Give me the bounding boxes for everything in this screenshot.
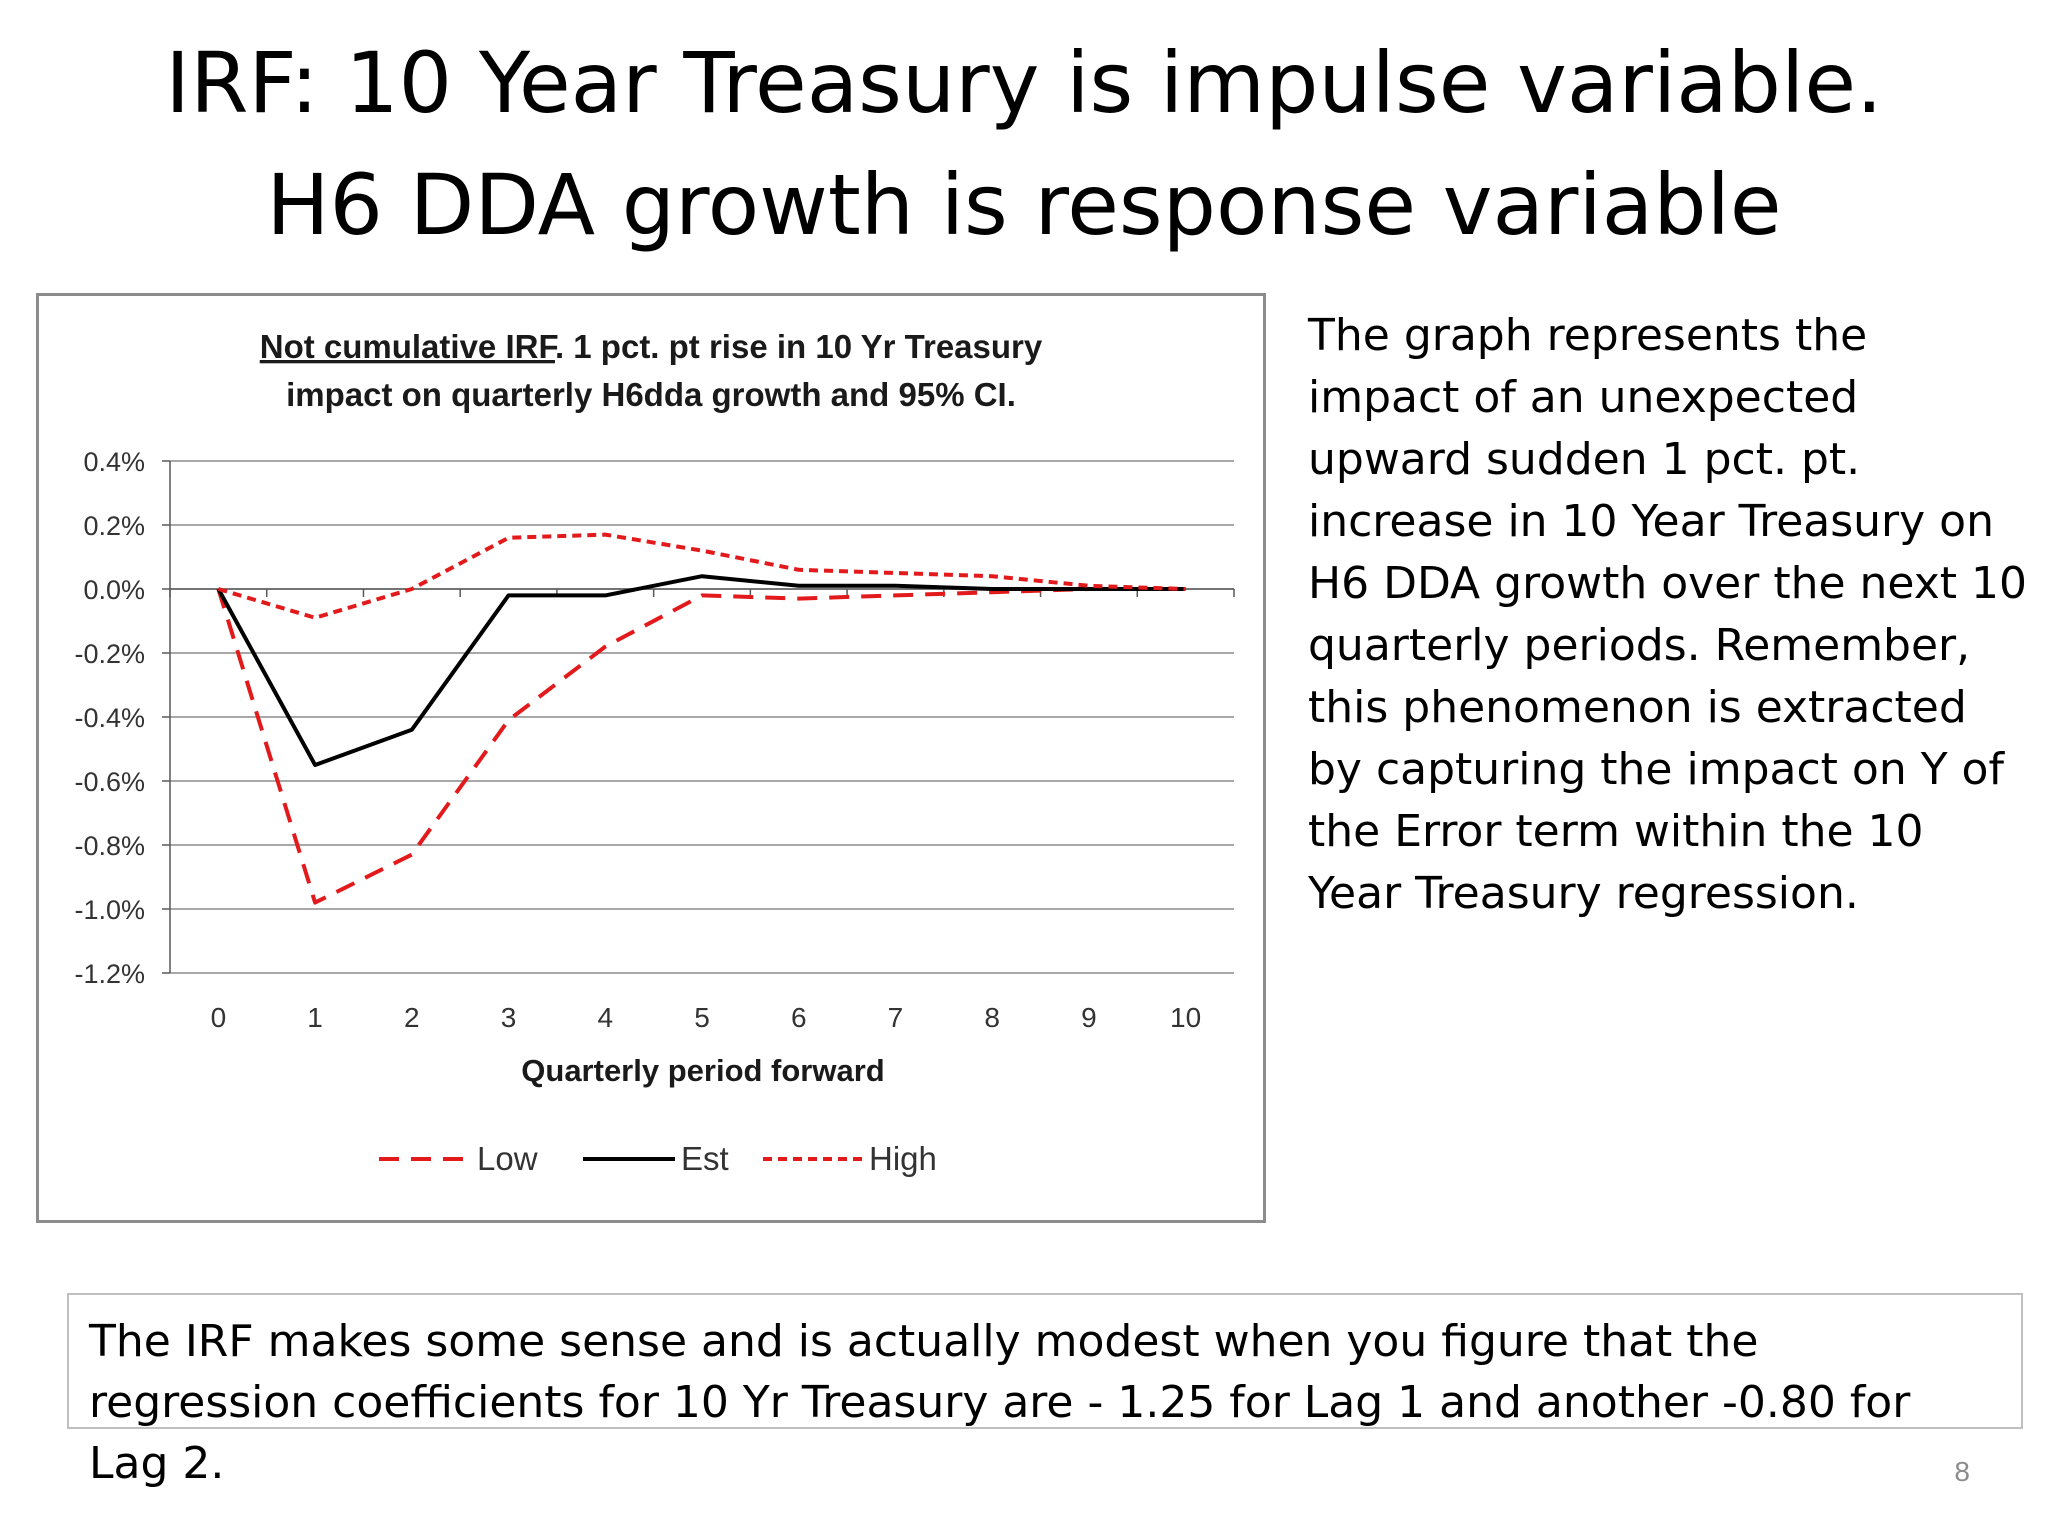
x-tick-label: 10 (1170, 1002, 1201, 1033)
gridlines (170, 460, 1234, 974)
x-tick-label: 9 (1081, 1002, 1097, 1033)
legend-label-est: Est (681, 1140, 729, 1177)
x-tick-label: 7 (888, 1002, 904, 1033)
title-line-2: H6 DDA growth is response variable (266, 156, 1782, 254)
y-tick-label: -0.8% (74, 831, 145, 861)
side-description: The graph represents the impact of an un… (1308, 310, 2027, 919)
x-axis-label: Quarterly period forward (521, 1053, 884, 1088)
series-lines (216, 532, 1186, 905)
y-tick-label: -1.0% (74, 895, 145, 925)
y-tick-label: 0.0% (83, 575, 145, 605)
x-tick-label: 2 (404, 1002, 420, 1033)
y-tick-label: -0.4% (74, 703, 145, 733)
y-tick-label: -0.6% (74, 767, 145, 797)
chart-title-line-1: Not cumulative IRF. 1 pct. pt rise in 10… (260, 328, 1043, 365)
chart-title-underlined: Not cumulative IRF (260, 328, 558, 365)
irf-chart: Not cumulative IRF. 1 pct. pt rise in 10… (74, 328, 1235, 1177)
legend-label-high: High (869, 1140, 937, 1177)
series-line-high (217, 532, 1186, 620)
x-tick-label: 0 (211, 1002, 227, 1033)
x-tick-label: 3 (501, 1002, 517, 1033)
x-tick-labels: 0 1 2 3 4 5 6 7 8 9 10 (211, 1002, 1202, 1033)
series-line-est (216, 574, 1186, 767)
title-line-1: IRF: 10 Year Treasury is impulse variabl… (165, 34, 1883, 132)
legend: Low Est High (379, 1140, 937, 1177)
legend-label-low: Low (477, 1140, 538, 1177)
chart-title-rest: . 1 pct. pt rise in 10 Yr Treasury (555, 328, 1043, 365)
page-number: 8 (1954, 1456, 1970, 1487)
bottom-note: The IRF makes some sense and is actually… (67, 1293, 2023, 1489)
x-tick-label: 6 (791, 1002, 807, 1033)
y-tick-label: 0.2% (83, 511, 145, 541)
chart-frame: Not cumulative IRF. 1 pct. pt rise in 10… (36, 293, 1266, 1223)
y-tick-label: -1.2% (74, 959, 145, 989)
y-tick-labels: 0.4% 0.2% 0.0% -0.2% -0.4% -0.6% -0.8% -1.0% -1.… (74, 447, 145, 989)
x-tick-label: 4 (597, 1002, 613, 1033)
y-tick-label: -0.2% (74, 639, 145, 669)
x-tick-label: 5 (694, 1002, 710, 1033)
x-tick-label: 8 (984, 1002, 1000, 1033)
x-tick-label: 1 (307, 1002, 323, 1033)
y-tick-label: 0.4% (83, 447, 145, 477)
series-line-low (216, 587, 1186, 905)
chart-title-line-2: impact on quarterly H6dda growth and 95%… (286, 376, 1016, 413)
slide-title: IRF: 10 Year Treasury is impulse variabl… (0, 22, 2048, 266)
